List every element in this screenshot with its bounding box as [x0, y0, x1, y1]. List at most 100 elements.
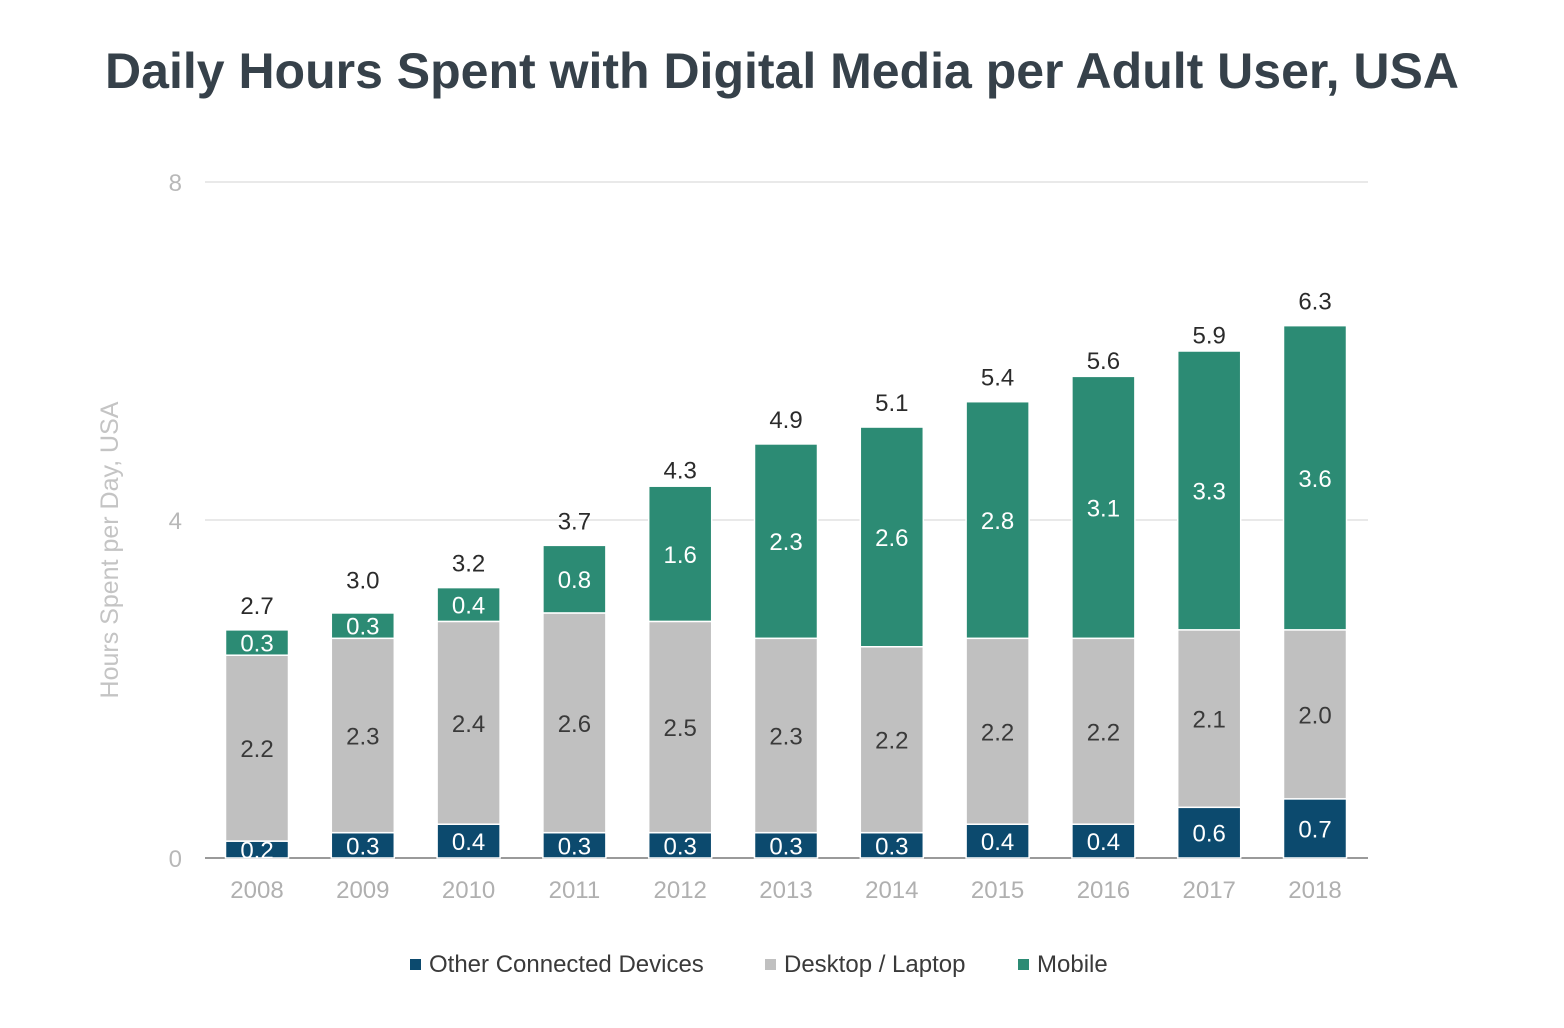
y-axis-ticks: 0 4 8	[169, 170, 182, 873]
bar-segment	[1282, 798, 1348, 859]
bar-value-label: 2.3	[769, 723, 802, 750]
bar-segment	[1282, 324, 1348, 631]
y-tick-label: 8	[169, 170, 182, 197]
bar-segment	[542, 544, 607, 614]
bar-value-label: 2.2	[1087, 719, 1120, 746]
legend-entry: Desktop / Laptop	[784, 951, 965, 978]
bar-segment	[330, 831, 396, 859]
total-label: 6.3	[1298, 289, 1331, 316]
y-axis-label: Hours Spent per Day, USA	[96, 401, 124, 698]
x-tick-label: 2016	[1077, 877, 1130, 904]
bar-segment	[1176, 806, 1242, 859]
bar-value-label: 2.2	[981, 719, 1014, 746]
bar-value-label: 0.3	[346, 833, 379, 860]
x-tick-label: 2015	[971, 877, 1024, 904]
bar-segment	[1071, 637, 1136, 825]
bar-value-label: 0.3	[769, 833, 802, 860]
bar-value-label: 2.6	[875, 525, 908, 552]
legend-swatch	[1018, 959, 1029, 970]
bar-segment	[436, 620, 501, 825]
bar-value-label: 0.2	[240, 838, 273, 865]
bar-value-label: 1.6	[664, 542, 697, 569]
bar-segment	[330, 612, 396, 640]
bar-value-label: 0.4	[1087, 829, 1120, 856]
x-tick-label: 2014	[865, 877, 918, 904]
bar-value-label: 2.2	[875, 728, 908, 755]
total-label: 5.9	[1193, 322, 1226, 349]
total-label: 5.4	[981, 365, 1014, 392]
total-label: 3.0	[346, 568, 379, 595]
y-tick-label: 0	[169, 846, 182, 873]
bar-value-label: 0.3	[346, 614, 379, 641]
bar-segment	[1176, 350, 1242, 631]
bar-value-label: 0.6	[1193, 821, 1226, 848]
total-label: 5.1	[875, 390, 908, 417]
bar-value-label: 0.3	[558, 833, 591, 860]
bar-segment	[965, 637, 1030, 825]
bar-value-label: 0.4	[452, 829, 485, 856]
bar-segment	[859, 646, 925, 834]
y-tick-label: 4	[169, 508, 182, 535]
bar-segment	[1071, 375, 1136, 640]
chart-title: Daily Hours Spent with Digital Media per…	[105, 43, 1459, 99]
total-label: 3.2	[452, 551, 485, 578]
bar-segment	[224, 654, 290, 842]
bar-segment	[330, 637, 396, 834]
bar-value-label: 0.7	[1298, 816, 1331, 843]
legend-entry: Other Connected Devices	[429, 951, 704, 978]
bar-segment	[753, 831, 819, 859]
bar-value-label: 2.3	[346, 723, 379, 750]
bars: 0.2 2.2 0.3 0.3 2.3 0.3 0.4 2.4 0.4 0.3 2.6 0.8 0.3 2…	[224, 324, 1348, 865]
x-tick-label: 2017	[1183, 877, 1236, 904]
bar-value-label: 2.5	[664, 715, 697, 742]
total-labels: 2.7 3.0 3.2 3.7 4.3 4.9 5.1 5.4 5.6 5.9 6.3	[240, 289, 1331, 620]
bar-segment	[753, 637, 819, 834]
bar-value-label: 0.3	[875, 833, 908, 860]
legend-entry: Mobile	[1037, 951, 1108, 978]
bar-value-label: 2.0	[1298, 702, 1331, 729]
bar-value-label: 3.6	[1298, 466, 1331, 493]
bar-segment	[753, 443, 819, 640]
bar-segment	[859, 426, 925, 648]
bar-value-label: 0.8	[558, 567, 591, 594]
bar-segment	[542, 612, 607, 834]
bar-segment	[965, 400, 1030, 640]
bar-segment	[965, 823, 1030, 859]
bar-segment	[224, 629, 290, 656]
bar-value-label: 2.4	[452, 711, 485, 738]
bar-value-label: 2.8	[981, 508, 1014, 535]
bar-segment	[647, 485, 713, 623]
bar-value-label: 0.4	[981, 829, 1014, 856]
bar-value-label: 3.3	[1193, 478, 1226, 505]
bar-value-label: 2.3	[769, 529, 802, 556]
x-tick-label: 2008	[230, 877, 283, 904]
total-label: 3.7	[558, 508, 591, 535]
bar-segment	[1071, 823, 1136, 859]
bar-value-label: 0.4	[452, 593, 485, 620]
bar-segment	[1282, 629, 1348, 800]
legend-swatch	[765, 959, 776, 970]
total-label: 2.7	[240, 593, 273, 620]
x-tick-label: 2013	[759, 877, 812, 904]
bar-segment	[542, 831, 607, 859]
bar-value-label: 0.3	[664, 833, 697, 860]
bar-segment	[647, 620, 713, 834]
x-tick-label: 2010	[442, 877, 495, 904]
x-tick-label: 2012	[654, 877, 707, 904]
bar-segment	[436, 586, 501, 623]
legend-swatch	[410, 959, 421, 970]
bar-value-label: 2.1	[1193, 707, 1226, 734]
x-axis-ticks: 2008 2009 2010 2011 2012 2013 2014 2015 2016 2017…	[230, 877, 1341, 904]
bar-value-label: 2.6	[558, 711, 591, 738]
bar-value-label: 2.2	[240, 736, 273, 763]
bar-value-label: 3.1	[1087, 495, 1120, 522]
total-label: 4.3	[664, 458, 697, 485]
total-label: 5.6	[1087, 348, 1120, 375]
x-tick-label: 2009	[336, 877, 389, 904]
x-tick-label: 2011	[549, 877, 601, 904]
x-tick-label: 2018	[1288, 877, 1341, 904]
bar-segment	[1176, 629, 1242, 809]
legend: Other Connected Devices Desktop / Laptop M…	[410, 951, 1108, 978]
total-label: 4.9	[769, 407, 802, 434]
